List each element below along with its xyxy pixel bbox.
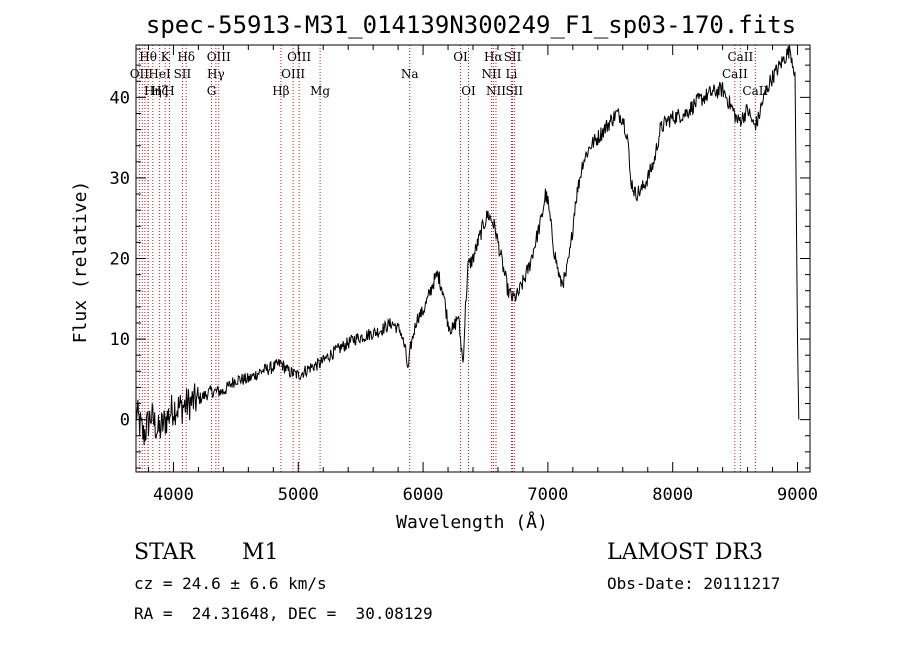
object-class: STAR (134, 540, 195, 565)
x-axis-label: Wavelength (Å) (396, 511, 548, 533)
x-tick-label: 9000 (777, 485, 818, 505)
line-label: OI (453, 50, 468, 64)
line-label: H (164, 84, 174, 98)
x-tick-label: 8000 (652, 485, 693, 505)
line-label: Hθ (139, 50, 157, 64)
line-label: OIII (287, 50, 311, 64)
y-axis-ticks: 0 10 20 30 40 (110, 48, 810, 469)
x-tick-label: 6000 (403, 485, 444, 505)
line-label: Hγ (207, 67, 225, 81)
line-label: Hη (144, 84, 162, 98)
line-label: OII (130, 67, 150, 81)
object-subclass: M1 (242, 540, 279, 565)
line-label: Li (506, 67, 518, 81)
line-label: G (207, 84, 217, 98)
line-label: SII (174, 67, 192, 81)
x-tick-label: 7000 (527, 485, 568, 505)
line-label: NII (481, 67, 501, 81)
y-tick-label: 30 (110, 169, 130, 189)
line-label: Hβ (272, 84, 289, 98)
y-tick-label: 40 (110, 88, 130, 108)
line-label: Hα (484, 50, 503, 64)
line-label: HeI (148, 67, 171, 81)
line-label: NII (486, 84, 506, 98)
line-label: K (161, 50, 171, 64)
line-label: OI (461, 84, 476, 98)
x-tick-label: 4000 (153, 485, 194, 505)
coords-text: RA = 24.31648, DEC = 30.08129 (134, 604, 433, 623)
line-label: Mg (310, 84, 330, 98)
line-label: SII (504, 50, 522, 64)
x-axis-ticks: 4000 5000 6000 7000 8000 9000 (147, 45, 818, 505)
y-tick-label: 0 (120, 411, 130, 431)
line-label: CaII (727, 50, 753, 64)
y-tick-label: 10 (110, 330, 130, 350)
line-label: OIII (207, 50, 231, 64)
line-label: Hδ (177, 50, 195, 64)
line-label: Na (401, 67, 419, 81)
obs-date-text: Obs-Date: 20111217 (607, 574, 781, 593)
line-label: OIII (281, 67, 305, 81)
y-axis-label: Flux (relative) (70, 181, 91, 344)
spectral-line-markers (138, 45, 756, 472)
y-tick-label: 20 (110, 250, 130, 270)
x-tick-label: 5000 (278, 485, 319, 505)
redshift-text: cz = 24.6 ± 6.6 km/s (134, 574, 327, 593)
line-label: CaII (722, 67, 748, 81)
spectrum-line (135, 44, 800, 446)
line-label: SII (505, 84, 523, 98)
line-label: CaII (742, 84, 768, 98)
line-label: Hζ (151, 84, 168, 98)
survey-name: LAMOST DR3 (607, 540, 763, 565)
chart-title: spec-55913-M31_014139N300249_F1_sp03-170… (146, 11, 796, 39)
